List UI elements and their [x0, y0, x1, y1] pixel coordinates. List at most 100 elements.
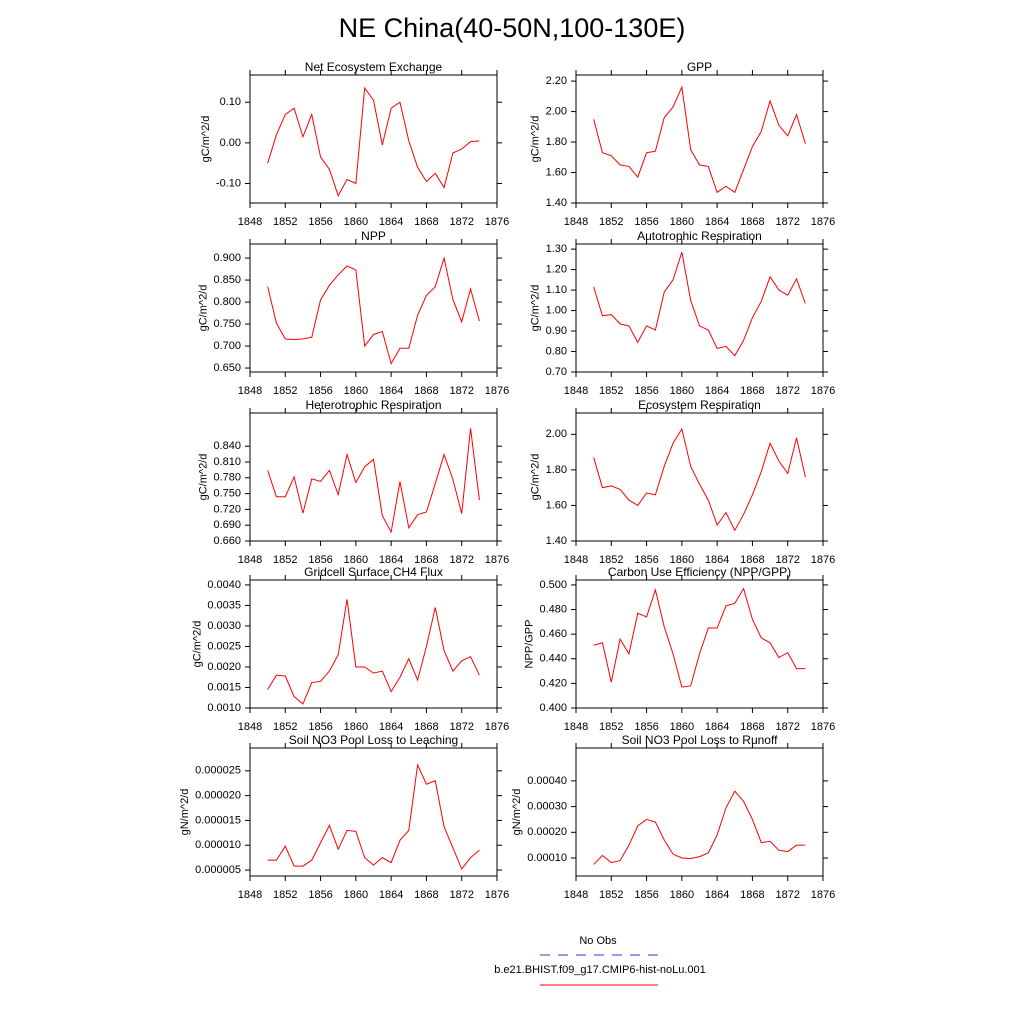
x-tick-label: 1876: [485, 385, 509, 397]
x-tick-label: 1864: [379, 385, 403, 397]
x-tick-label: 1864: [705, 385, 729, 397]
y-axis-label: gN/m^2/d: [511, 789, 523, 836]
plot-frame: [575, 579, 824, 709]
x-tick-label: 1864: [379, 216, 403, 228]
y-tick-label: 0.750: [213, 318, 241, 330]
x-tick-label: 1864: [705, 216, 729, 228]
y-tick-label: -0.10: [216, 177, 241, 189]
legend-label: b.e21.BHIST.f09_g17.CMIP6-hist-noLu.001: [494, 964, 706, 976]
x-tick-label: 1852: [599, 216, 623, 228]
data-line: [593, 85, 806, 194]
x-tick-label: 1856: [308, 889, 332, 901]
y-tick-label: 0.000010: [195, 839, 241, 851]
y-tick-label: 1.20: [546, 264, 567, 276]
data-line: [267, 599, 480, 705]
x-tick-label: 1876: [811, 889, 835, 901]
x-tick-label: 1852: [599, 889, 623, 901]
x-tick-label: 1872: [775, 385, 799, 397]
y-tick-label: 0.00030: [527, 801, 567, 813]
y-tick-label: 0.500: [539, 579, 567, 591]
panel-title: Heterotrophic Respiration: [305, 398, 441, 412]
x-tick-label: 1852: [273, 385, 297, 397]
x-tick-label: 1848: [238, 385, 262, 397]
x-tick-label: 1848: [564, 721, 588, 733]
y-tick-label: 1.00: [546, 304, 567, 316]
panel-title: Soil NO3 Pool Loss to Leaching: [289, 733, 458, 747]
x-tick-label: 1852: [599, 721, 623, 733]
y-tick-label: 0.000015: [195, 814, 241, 826]
y-tick-label: 0.440: [539, 653, 567, 665]
x-tick-label: 1868: [414, 721, 438, 733]
x-tick-label: 1876: [485, 721, 509, 733]
x-tick-label: 1860: [670, 889, 694, 901]
x-tick-label: 1872: [449, 554, 473, 566]
x-tick-label: 1864: [705, 721, 729, 733]
x-tick-label: 1876: [811, 721, 835, 733]
x-tick-label: 1856: [634, 554, 658, 566]
x-tick-label: 1864: [705, 554, 729, 566]
y-tick-label: 0.70: [546, 366, 567, 378]
y-tick-label: 1.80: [546, 136, 567, 148]
y-tick-label: 0.80: [546, 345, 567, 357]
panel-title: Autotrophic Respiration: [637, 229, 762, 243]
x-tick-label: 1872: [775, 216, 799, 228]
y-tick-label: 0.0040: [207, 579, 241, 591]
x-tick-label: 1856: [308, 216, 332, 228]
x-tick-label: 1868: [414, 216, 438, 228]
y-axis-label: gC/m^2/d: [529, 285, 541, 332]
y-tick-label: 0.840: [213, 440, 241, 452]
x-tick-label: 1868: [414, 889, 438, 901]
y-axis-label: gC/m^2/d: [197, 454, 209, 501]
x-tick-label: 1876: [811, 554, 835, 566]
y-axis-label: gN/m^2/d: [179, 789, 191, 836]
y-tick-label: 1.60: [546, 499, 567, 511]
x-tick-label: 1872: [449, 889, 473, 901]
x-tick-label: 1856: [634, 889, 658, 901]
x-tick-label: 1860: [344, 554, 368, 566]
y-tick-label: 0.0020: [207, 661, 241, 673]
y-axis-label: NPP/GPP: [523, 620, 535, 669]
x-tick-label: 1872: [775, 721, 799, 733]
x-tick-label: 1848: [238, 216, 262, 228]
y-tick-label: 0.000005: [195, 864, 241, 876]
y-tick-label: 0.00040: [527, 775, 567, 787]
data-line: [593, 587, 806, 688]
plot-frame: [575, 747, 824, 877]
x-tick-label: 1848: [564, 385, 588, 397]
y-tick-label: 0.650: [213, 362, 241, 374]
x-tick-label: 1856: [308, 554, 332, 566]
y-tick-label: 0.0025: [207, 640, 241, 652]
y-tick-label: 0.10: [220, 96, 241, 108]
y-tick-label: 0.00: [220, 137, 241, 149]
x-tick-label: 1852: [599, 554, 623, 566]
y-axis-label: gC/m^2/d: [529, 116, 541, 163]
figure-title: NE China(40-50N,100-130E): [339, 13, 686, 43]
y-tick-label: 0.780: [213, 472, 241, 484]
y-tick-label: 0.480: [539, 603, 567, 615]
x-tick-label: 1860: [670, 721, 694, 733]
y-tick-label: 0.460: [539, 628, 567, 640]
x-tick-label: 1860: [670, 216, 694, 228]
data-line: [267, 763, 480, 871]
x-tick-label: 1864: [705, 889, 729, 901]
y-tick-label: 1.80: [546, 464, 567, 476]
y-tick-label: 1.30: [546, 243, 567, 255]
x-tick-label: 1860: [670, 554, 694, 566]
panel-title: Net Ecosystem Exchange: [305, 60, 443, 74]
panel-title: Ecosystem Respiration: [638, 398, 761, 412]
y-tick-label: 0.0015: [207, 681, 241, 693]
x-tick-label: 1856: [634, 385, 658, 397]
plot-frame: [249, 243, 498, 373]
x-tick-label: 1848: [564, 554, 588, 566]
data-line: [593, 427, 806, 532]
x-tick-label: 1852: [273, 216, 297, 228]
x-tick-label: 1856: [634, 721, 658, 733]
data-line: [593, 252, 806, 357]
x-tick-label: 1872: [775, 889, 799, 901]
x-tick-label: 1860: [344, 385, 368, 397]
y-tick-label: 0.420: [539, 677, 567, 689]
y-tick-label: 2.00: [546, 105, 567, 117]
y-tick-label: 0.800: [213, 296, 241, 308]
panel-title: GPP: [687, 60, 712, 74]
